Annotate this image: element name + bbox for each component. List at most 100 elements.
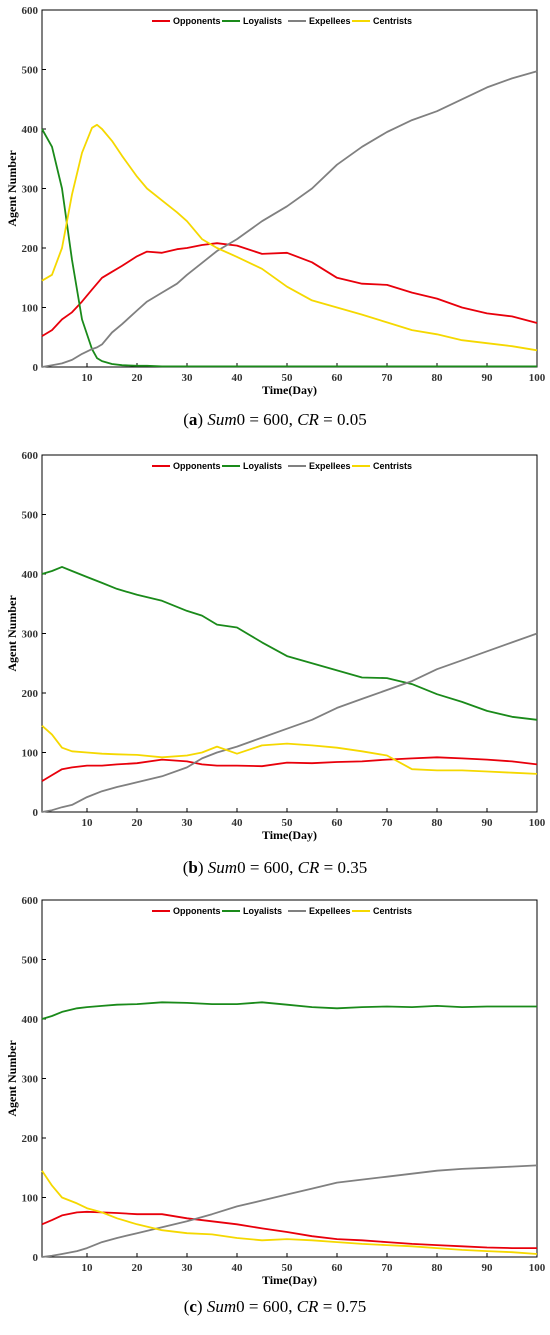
x-tick-label: 10 [82,1262,94,1274]
y-axis-title: Agent Number [5,1040,19,1117]
y-tick-label: 300 [22,184,39,196]
caption-cr-value: = 0.75 [322,1297,367,1316]
legend-label-opponents: Opponents [173,461,221,471]
y-tick-label: 0 [33,1252,39,1264]
x-tick-label: 70 [382,817,394,829]
series-line-opponents [41,756,538,782]
series-line-loyalists [41,566,538,721]
x-tick-label: 30 [182,817,194,829]
chart-a: 0 100 200 300 400 500 600 10 20 30 40 50 60 70 80 90 100… [5,5,546,397]
x-tick-label: 90 [482,1262,494,1274]
chart-panel-b: 0 100 200 300 400 500 600 10 20 30 40 50 60 70 80 90 100… [0,445,550,890]
x-tick-label: 40 [232,372,244,384]
y-tick-label: 0 [33,807,39,819]
caption-a: (a) Sum0 = 600, CR = 0.05 [183,410,367,429]
legend-label-centrists: Centrists [373,16,412,26]
y-tick-label: 600 [22,450,39,462]
legend: Opponents Loyalists Expellees Centrists [152,906,412,916]
chart-c: 0 100 200 300 400 500 600 10 20 30 40 50 60 70 80 90 100… [5,895,546,1287]
x-tick-label: 20 [132,1262,144,1274]
plot-frame [41,899,538,1258]
y-tick-label: 200 [22,688,39,700]
y-tick-label: 500 [22,65,39,77]
y-axis-title: Agent Number [5,150,19,227]
x-tick-label: 50 [282,372,294,384]
caption-sum-label: Sum [206,1297,237,1316]
x-tick-label: 50 [282,817,294,829]
legend-label-opponents: Opponents [173,16,221,26]
x-axis-title: Time(Day) [262,1273,317,1287]
legend-label-loyalists: Loyalists [243,16,282,26]
plot-frame [41,9,538,368]
caption-b: (b) Sum0 = 600, CR = 0.35 [182,858,368,877]
chart-panel-a: 0 100 200 300 400 500 600 10 20 30 40 50 60 70 80 90 100… [0,0,550,445]
caption-sum-label: Sum [207,858,238,877]
caption-cr-label: CR [297,858,320,877]
y-tick-label: 200 [22,243,39,255]
x-tick-label: 10 [82,817,94,829]
x-tick-label: 70 [382,372,394,384]
legend-label-loyalists: Loyalists [243,461,282,471]
x-axis-title: Time(Day) [262,383,317,397]
x-axis-title: Time(Day) [262,828,317,842]
series-line-expellees [41,632,538,813]
caption-cr-label: CR [297,410,319,429]
series-line-centrists [41,725,538,775]
chart-panel-c: 0 100 200 300 400 500 600 10 20 30 40 50 60 70 80 90 100… [0,890,550,1335]
y-tick-label: 400 [22,569,39,581]
legend: Opponents Loyalists Expellees Centrists [152,461,412,471]
caption-sum-value: 0 = 600, [237,858,294,877]
legend-label-expellees: Expellees [309,16,351,26]
x-tick-label: 100 [529,817,546,829]
y-tick-label: 300 [22,1074,39,1086]
caption-sum-value: 0 = 600, [236,410,293,429]
x-tick-label: 60 [332,817,344,829]
x-tick-label: 80 [432,372,444,384]
caption-c: (c) Sum0 = 600, CR = 0.75 [183,1297,367,1316]
legend-label-expellees: Expellees [309,461,351,471]
caption-sum-value: 0 = 600, [236,1297,293,1316]
x-tick-label: 100 [529,1262,546,1274]
x-tick-label: 60 [332,1262,344,1274]
x-tick-label: 20 [132,372,144,384]
legend-label-opponents: Opponents [173,906,221,916]
x-tick-label: 70 [382,1262,394,1274]
legend: Opponents Loyalists Expellees Centrists [152,16,412,26]
x-tick-label: 100 [529,372,546,384]
legend-label-centrists: Centrists [373,461,412,471]
legend-label-centrists: Centrists [373,906,412,916]
x-tick-label: 80 [432,817,444,829]
x-tick-label: 10 [82,372,94,384]
y-tick-label: 300 [22,629,39,641]
y-tick-label: 200 [22,1133,39,1145]
legend-label-expellees: Expellees [309,906,351,916]
y-tick-label: 600 [22,895,39,907]
x-tick-label: 90 [482,372,494,384]
x-tick-label: 40 [232,1262,244,1274]
y-tick-label: 100 [22,1193,39,1205]
y-tick-label: 400 [22,1014,39,1026]
x-tick-label: 30 [182,372,194,384]
y-tick-label: 500 [22,955,39,967]
caption-sum-label: Sum [207,410,237,429]
x-tick-label: 90 [482,817,494,829]
caption-letter: c [189,1297,197,1316]
caption-letter: b [188,858,198,877]
series-line-loyalists [41,1001,537,1020]
legend-label-loyalists: Loyalists [243,906,282,916]
series-line-loyalists [41,128,537,368]
x-tick-label: 50 [282,1262,294,1274]
chart-b: 0 100 200 300 400 500 600 10 20 30 40 50 60 70 80 90 100… [5,450,546,842]
x-tick-label: 20 [132,817,144,829]
x-tick-label: 30 [182,1262,194,1274]
caption-cr-value: = 0.05 [323,410,367,429]
y-tick-label: 100 [22,748,39,760]
series-line-opponents [41,242,538,337]
caption-cr-label: CR [296,1297,319,1316]
series-line-centrists [41,1170,538,1255]
x-tick-label: 80 [432,1262,444,1274]
y-axis-title: Agent Number [5,595,19,672]
series-line-centrists [41,123,538,352]
series-line-expellees [41,1164,538,1258]
x-tick-label: 60 [332,372,344,384]
